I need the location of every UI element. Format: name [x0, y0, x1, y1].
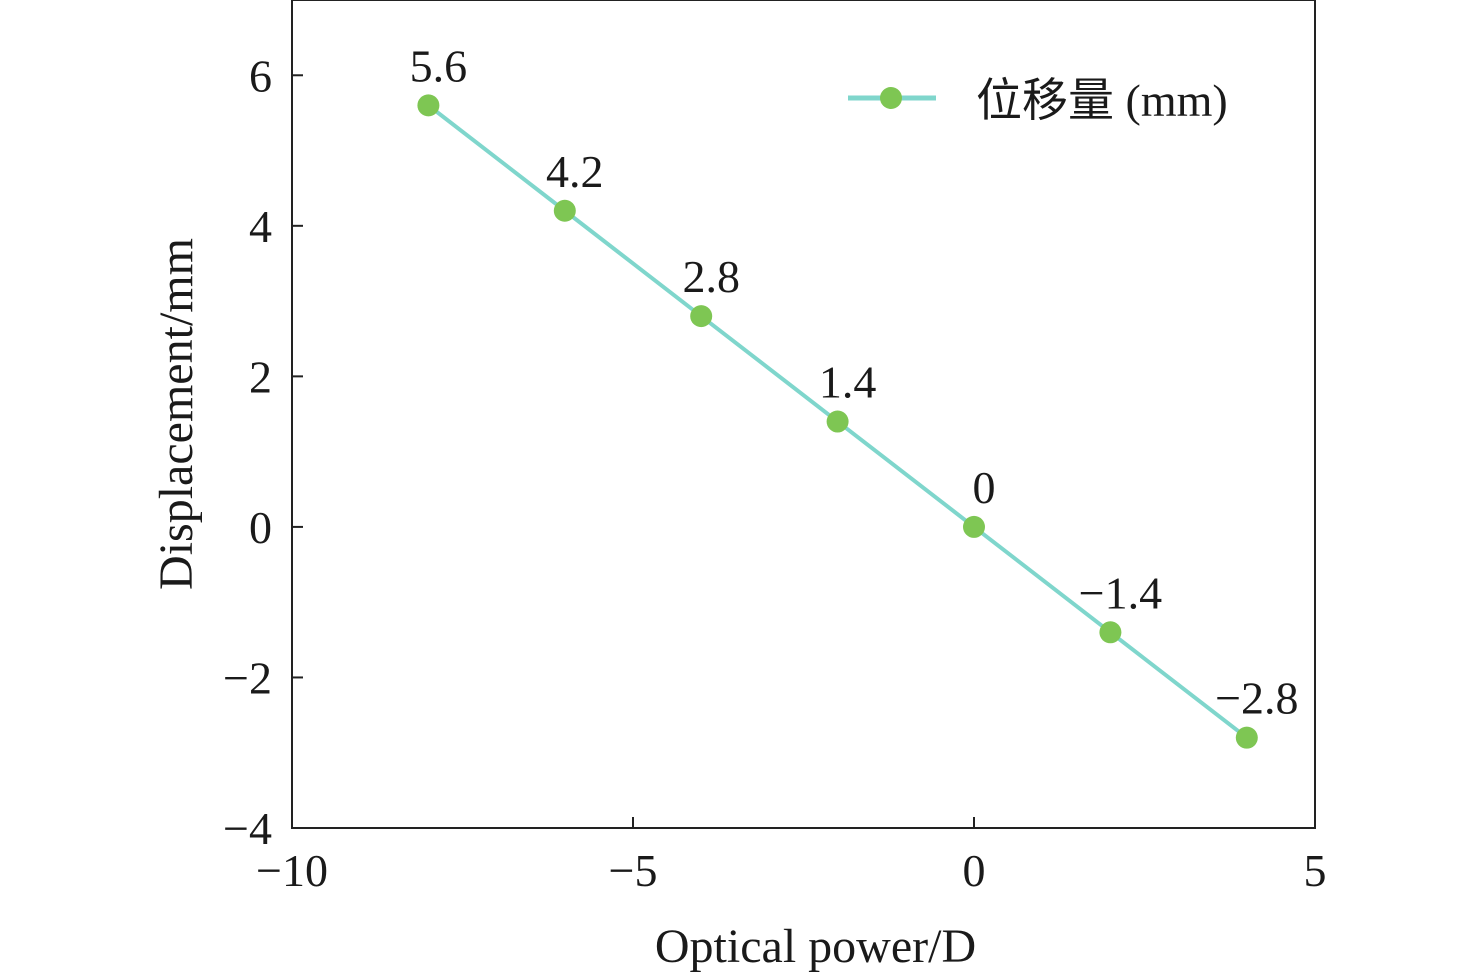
y-axis-title: Displacement/mm [150, 238, 203, 590]
data-point [417, 94, 440, 117]
y-tick-label: 0 [249, 502, 272, 553]
data-label: 5.6 [410, 40, 468, 91]
data-point [553, 199, 576, 222]
x-tick-label: −10 [256, 845, 328, 896]
data-label: −2.8 [1215, 673, 1298, 724]
data-point [1099, 621, 1122, 644]
data-point [963, 515, 985, 538]
legend-marker-swatch [880, 87, 902, 109]
data-label: 1.4 [819, 357, 877, 408]
x-tick-label: −5 [609, 845, 658, 896]
data-label: 2.8 [682, 251, 740, 302]
data-label: 4.2 [546, 146, 604, 197]
data-point [826, 410, 849, 433]
y-tick-label: −2 [223, 652, 272, 703]
legend-label: 位移量 (mm) [976, 75, 1228, 126]
y-tick-label: 4 [249, 201, 272, 252]
data-point [690, 305, 713, 328]
legend: 位移量 (mm) [848, 75, 1228, 126]
data-label: −1.4 [1079, 567, 1162, 618]
y-tick-label: 2 [249, 351, 272, 402]
y-tick-label: 6 [249, 50, 272, 101]
data-point [1235, 726, 1258, 749]
plot-layer: 5.6 4.2 2.8 1.4 0 −1.4 −2.8 [410, 40, 1299, 749]
plot-frame [291, 0, 1316, 829]
axes-layer: −10 −5 0 5 −4 −2 0 2 4 6 [223, 0, 1327, 896]
x-tick-label: 5 [1304, 845, 1327, 896]
x-tick-label: 0 [963, 845, 986, 896]
data-label: 0 [973, 462, 996, 513]
y-tick-label: −4 [223, 803, 272, 854]
x-axis-title: Optical power/D [655, 920, 976, 973]
